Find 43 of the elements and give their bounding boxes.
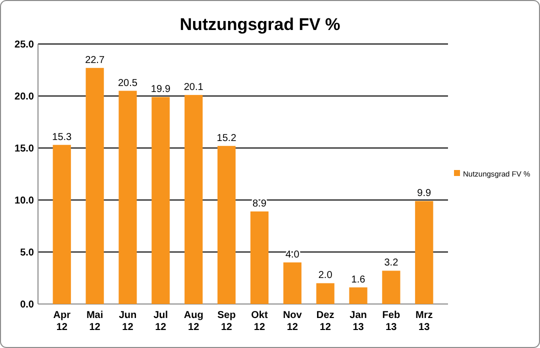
- y-tick-label: 5.0: [20, 248, 34, 258]
- x-tick-label: Jul 12: [153, 310, 168, 333]
- y-tick-label: 0.0: [20, 300, 34, 310]
- y-tick-label: 10.0: [14, 196, 34, 206]
- data-label: 20.1: [184, 82, 204, 93]
- y-tick-label: 15.0: [14, 144, 34, 154]
- data-label: 22.7: [85, 54, 105, 66]
- data-label: 15.3: [52, 132, 72, 143]
- data-label: 19.9: [150, 84, 171, 96]
- bar: [152, 97, 170, 304]
- x-tick-label: Okt 12: [251, 310, 268, 333]
- x-tick-label: Feb 13: [382, 310, 400, 333]
- x-tick-label: Jun 12: [118, 310, 137, 333]
- data-label: 9.9: [417, 188, 432, 200]
- y-tick-label: 20.0: [14, 92, 34, 102]
- data-label: 3.2: [384, 258, 399, 269]
- bar: [283, 262, 302, 304]
- bar: [184, 94, 203, 304]
- x-tick-label: Apr 12: [53, 310, 71, 333]
- bar: [86, 68, 104, 304]
- data-label: 15.2: [216, 132, 237, 144]
- bar: [349, 287, 368, 304]
- bar: [118, 90, 137, 304]
- x-tick-label: Jan 13: [350, 310, 367, 333]
- bar: [415, 201, 434, 304]
- x-tick-label: Mai 12: [86, 310, 104, 333]
- bar: [250, 211, 269, 304]
- data-label: 4.0: [285, 249, 300, 260]
- data-label: 2.0: [318, 270, 333, 282]
- data-label: 8.9: [252, 198, 267, 210]
- bar: [52, 144, 71, 304]
- x-tick-label: Mrz 13: [416, 310, 433, 333]
- y-tick-label: 25.0: [14, 40, 34, 50]
- data-label: 20.5: [118, 78, 138, 89]
- data-label: 1.6: [351, 274, 366, 286]
- x-tick-label: Dez 12: [316, 310, 334, 333]
- x-tick-label: Sep 12: [217, 310, 236, 333]
- x-tick-label: Aug 12: [184, 310, 204, 333]
- chart-title: Nutzungsgrad FV %: [180, 15, 340, 34]
- x-tick-label: Nov 12: [282, 310, 302, 333]
- bar: [217, 146, 236, 304]
- bar: [316, 283, 334, 304]
- bar: [382, 270, 400, 304]
